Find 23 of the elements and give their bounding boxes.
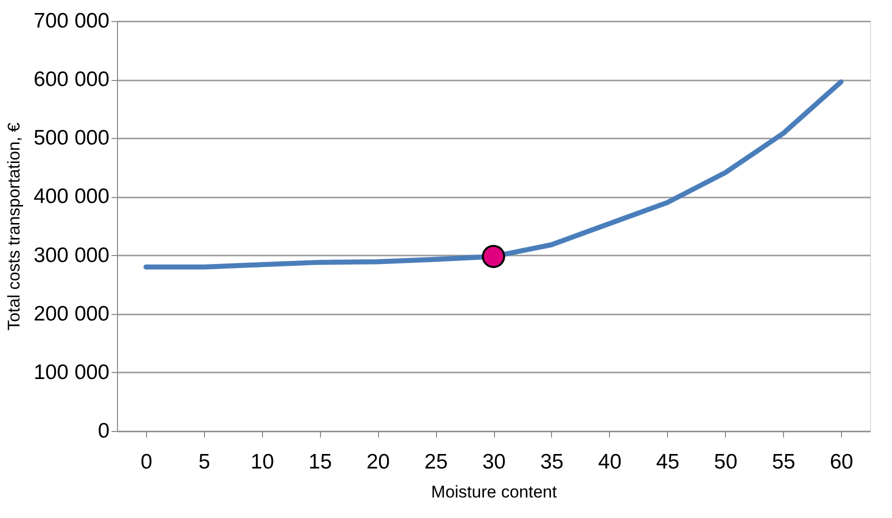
y-tick-label: 100 000 — [34, 360, 110, 384]
x-tick-label: 25 — [424, 450, 448, 474]
y-tick-label: 200 000 — [34, 302, 110, 326]
x-tick-label: 40 — [598, 450, 622, 474]
x-tick-label: 10 — [250, 450, 274, 474]
x-tick-label: 0 — [140, 450, 152, 474]
y-tick-label: 0 — [98, 420, 110, 442]
y-tick-label: 400 000 — [34, 185, 110, 208]
x-tick-label: 15 — [308, 450, 332, 474]
y-tick-label: 700 000 — [34, 10, 110, 32]
y-axis-title: Total costs transportation, € — [4, 122, 24, 330]
x-axis-title: Moisture content — [431, 482, 558, 502]
x-tick-label: 5 — [198, 450, 210, 474]
y-tick-label: 600 000 — [34, 68, 110, 92]
x-tick-label: 30 — [482, 450, 506, 474]
x-tick-label: 45 — [656, 450, 680, 474]
x-tick-label: 50 — [714, 450, 738, 474]
x-tick-label: 35 — [540, 450, 564, 474]
x-tick-label: 55 — [772, 450, 796, 474]
y-tick-label: 500 000 — [34, 126, 110, 150]
x-tick-label: 20 — [366, 450, 390, 474]
y-tick-label: 300 000 — [34, 244, 110, 267]
x-tick-label: 60 — [830, 450, 854, 474]
